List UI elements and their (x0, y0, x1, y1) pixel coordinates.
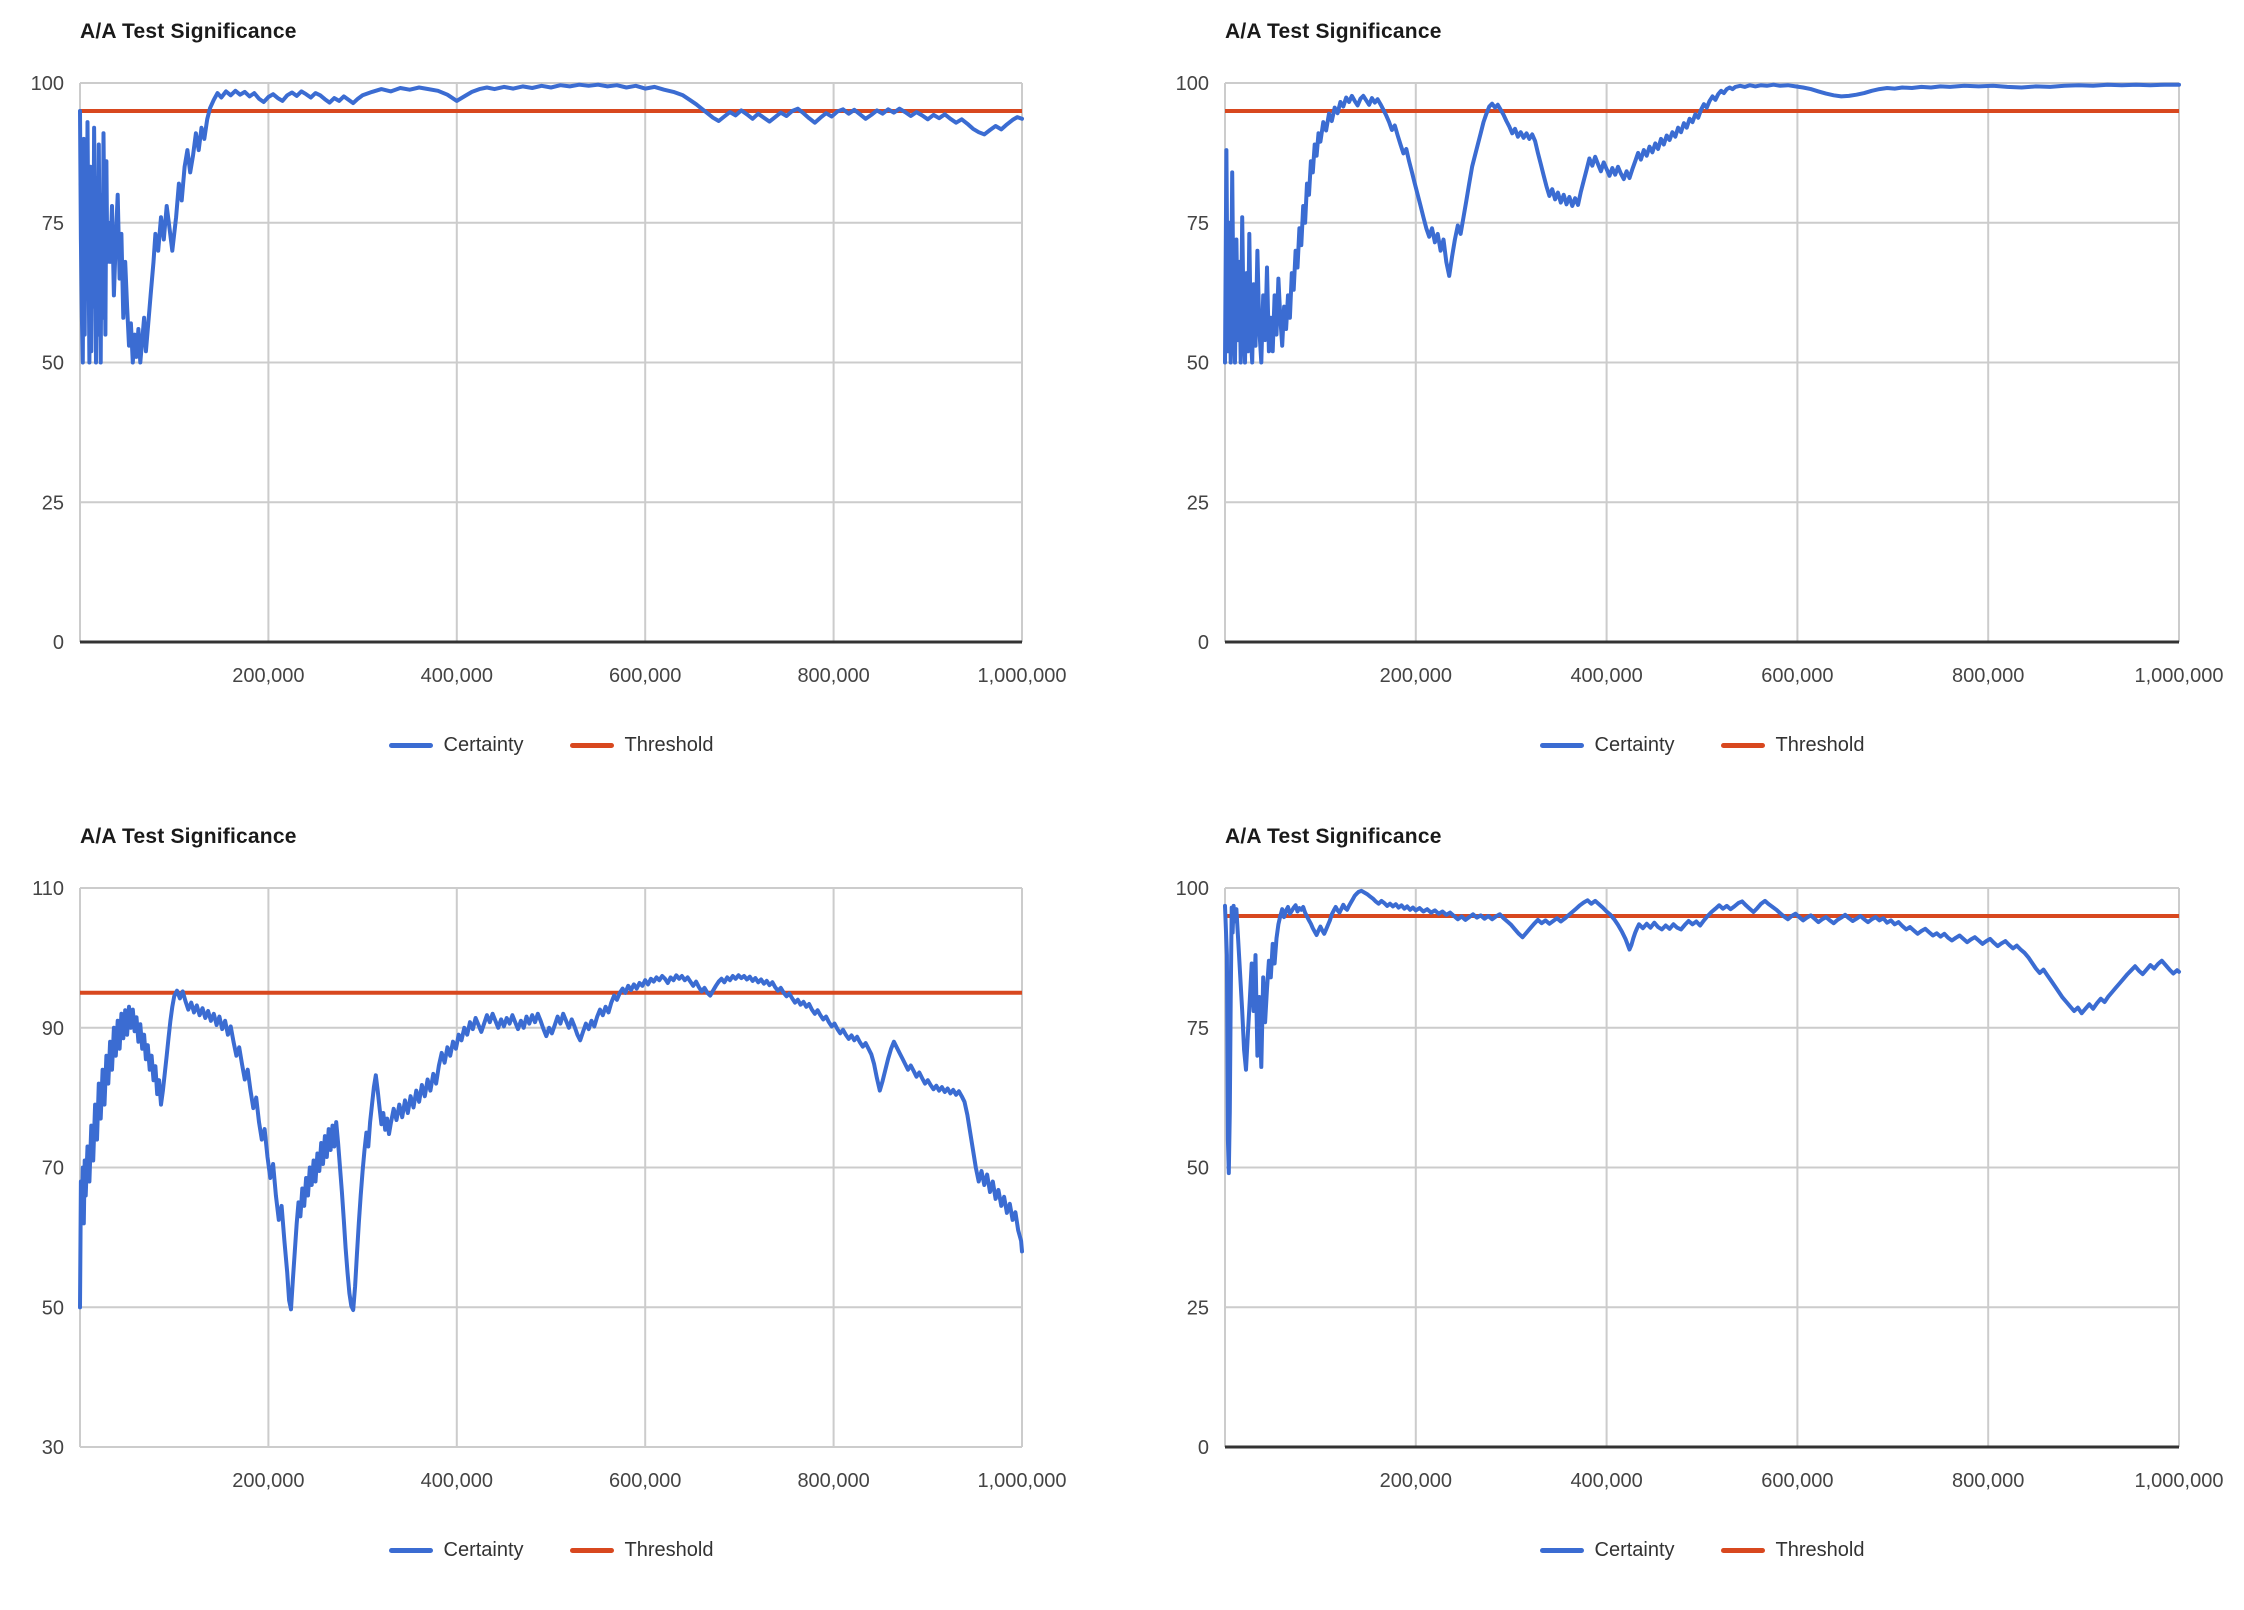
svg-text:75: 75 (1187, 1018, 1209, 1040)
svg-text:200,000: 200,000 (232, 665, 304, 687)
legend-item-threshold: Threshold (569, 1538, 714, 1562)
aa-test-significance-chart[interactable]: 0 25 50 75 100 200,000 400,000 600,000 800,000 1,… (1122, 0, 2244, 805)
svg-text:200,000: 200,000 (232, 1470, 304, 1492)
legend-label-certainty: Certainty (443, 1538, 524, 1561)
legend-label-threshold: Threshold (1775, 733, 1865, 756)
svg-text:400,000: 400,000 (421, 665, 493, 687)
svg-text:70: 70 (42, 1158, 64, 1180)
svg-text:25: 25 (1187, 492, 1209, 514)
svg-text:400,000: 400,000 (421, 1470, 493, 1492)
legend-label-certainty: Certainty (1594, 733, 1675, 756)
legend-item-threshold: Threshold (1720, 733, 1865, 757)
legend-item-certainty: Certainty (1539, 1538, 1675, 1562)
svg-text:1,000,000: 1,000,000 (978, 1470, 1067, 1492)
svg-text:0: 0 (1198, 632, 1209, 654)
svg-text:1,000,000: 1,000,000 (2135, 1470, 2224, 1492)
chart-title: A/A Test Significance (80, 20, 297, 43)
legend-label-certainty: Certainty (443, 733, 524, 756)
svg-text:400,000: 400,000 (1570, 1470, 1642, 1492)
chart-legend: Certainty Threshold (1225, 732, 2179, 758)
aa-test-significance-chart[interactable]: 30 50 70 90 110 200,000 400,000 600,000 800,000 1… (0, 805, 1122, 1610)
svg-text:800,000: 800,000 (797, 665, 869, 687)
certainty-line-swatch (388, 742, 433, 748)
svg-text:600,000: 600,000 (609, 665, 681, 687)
legend-item-certainty: Certainty (388, 1538, 524, 1562)
legend-item-threshold: Threshold (569, 733, 714, 757)
legend-label-threshold: Threshold (624, 733, 714, 756)
certainty-line-swatch (1539, 1547, 1584, 1553)
svg-text:200,000: 200,000 (1380, 665, 1452, 687)
svg-text:200,000: 200,000 (1380, 1470, 1452, 1492)
chart-legend: Certainty Threshold (80, 732, 1022, 758)
certainty-line-swatch (1539, 742, 1584, 748)
aa-test-significance-chart[interactable]: 0 25 50 75 100 200,000 400,000 600,000 800,000 1,… (1122, 805, 2244, 1610)
chart-title: A/A Test Significance (1225, 20, 1442, 43)
threshold-line-swatch (1720, 742, 1765, 748)
svg-text:30: 30 (42, 1437, 64, 1459)
chart-title: A/A Test Significance (1225, 825, 1442, 848)
svg-text:800,000: 800,000 (797, 1470, 869, 1492)
svg-text:100: 100 (31, 73, 64, 95)
svg-text:0: 0 (53, 632, 64, 654)
chart-panel-top-left: 0 25 50 75 100 200,000 400,000 600,000 800,000 1,… (0, 0, 1122, 805)
svg-text:1,000,000: 1,000,000 (2135, 665, 2224, 687)
legend-item-certainty: Certainty (1539, 733, 1675, 757)
svg-text:75: 75 (42, 213, 64, 235)
chart-title: A/A Test Significance (80, 825, 297, 848)
chart-panel-top-right: 0 25 50 75 100 200,000 400,000 600,000 800,000 1,… (1122, 0, 2244, 805)
chart-legend: Certainty Threshold (1225, 1537, 2179, 1563)
chart-panel-bottom-right: 0 25 50 75 100 200,000 400,000 600,000 800,000 1,… (1122, 805, 2244, 1610)
svg-text:800,000: 800,000 (1952, 1470, 2024, 1492)
svg-text:400,000: 400,000 (1570, 665, 1642, 687)
certainty-line-swatch (388, 1547, 433, 1553)
svg-text:100: 100 (1176, 878, 1209, 900)
legend-label-certainty: Certainty (1594, 1538, 1675, 1561)
legend-item-threshold: Threshold (1720, 1538, 1865, 1562)
svg-text:600,000: 600,000 (609, 1470, 681, 1492)
svg-text:800,000: 800,000 (1952, 665, 2024, 687)
chart-panel-bottom-left: 30 50 70 90 110 200,000 400,000 600,000 800,000 1… (0, 805, 1122, 1610)
legend-item-certainty: Certainty (388, 733, 524, 757)
svg-text:25: 25 (1187, 1297, 1209, 1319)
svg-text:1,000,000: 1,000,000 (978, 665, 1067, 687)
svg-text:0: 0 (1198, 1437, 1209, 1459)
legend-label-threshold: Threshold (624, 1538, 714, 1561)
threshold-line-swatch (569, 742, 614, 748)
svg-text:50: 50 (42, 353, 64, 375)
svg-text:25: 25 (42, 492, 64, 514)
svg-text:75: 75 (1187, 213, 1209, 235)
svg-text:90: 90 (42, 1018, 64, 1040)
chart-legend: Certainty Threshold (80, 1537, 1022, 1563)
legend-label-threshold: Threshold (1775, 1538, 1865, 1561)
threshold-line-swatch (1720, 1547, 1765, 1553)
svg-text:600,000: 600,000 (1761, 1470, 1833, 1492)
aa-test-significance-chart[interactable]: 0 25 50 75 100 200,000 400,000 600,000 800,000 1,… (0, 0, 1122, 805)
svg-text:50: 50 (42, 1297, 64, 1319)
svg-text:50: 50 (1187, 1158, 1209, 1180)
svg-text:600,000: 600,000 (1761, 665, 1833, 687)
svg-text:100: 100 (1176, 73, 1209, 95)
threshold-line-swatch (569, 1547, 614, 1553)
svg-text:110: 110 (32, 878, 64, 900)
svg-text:50: 50 (1187, 353, 1209, 375)
